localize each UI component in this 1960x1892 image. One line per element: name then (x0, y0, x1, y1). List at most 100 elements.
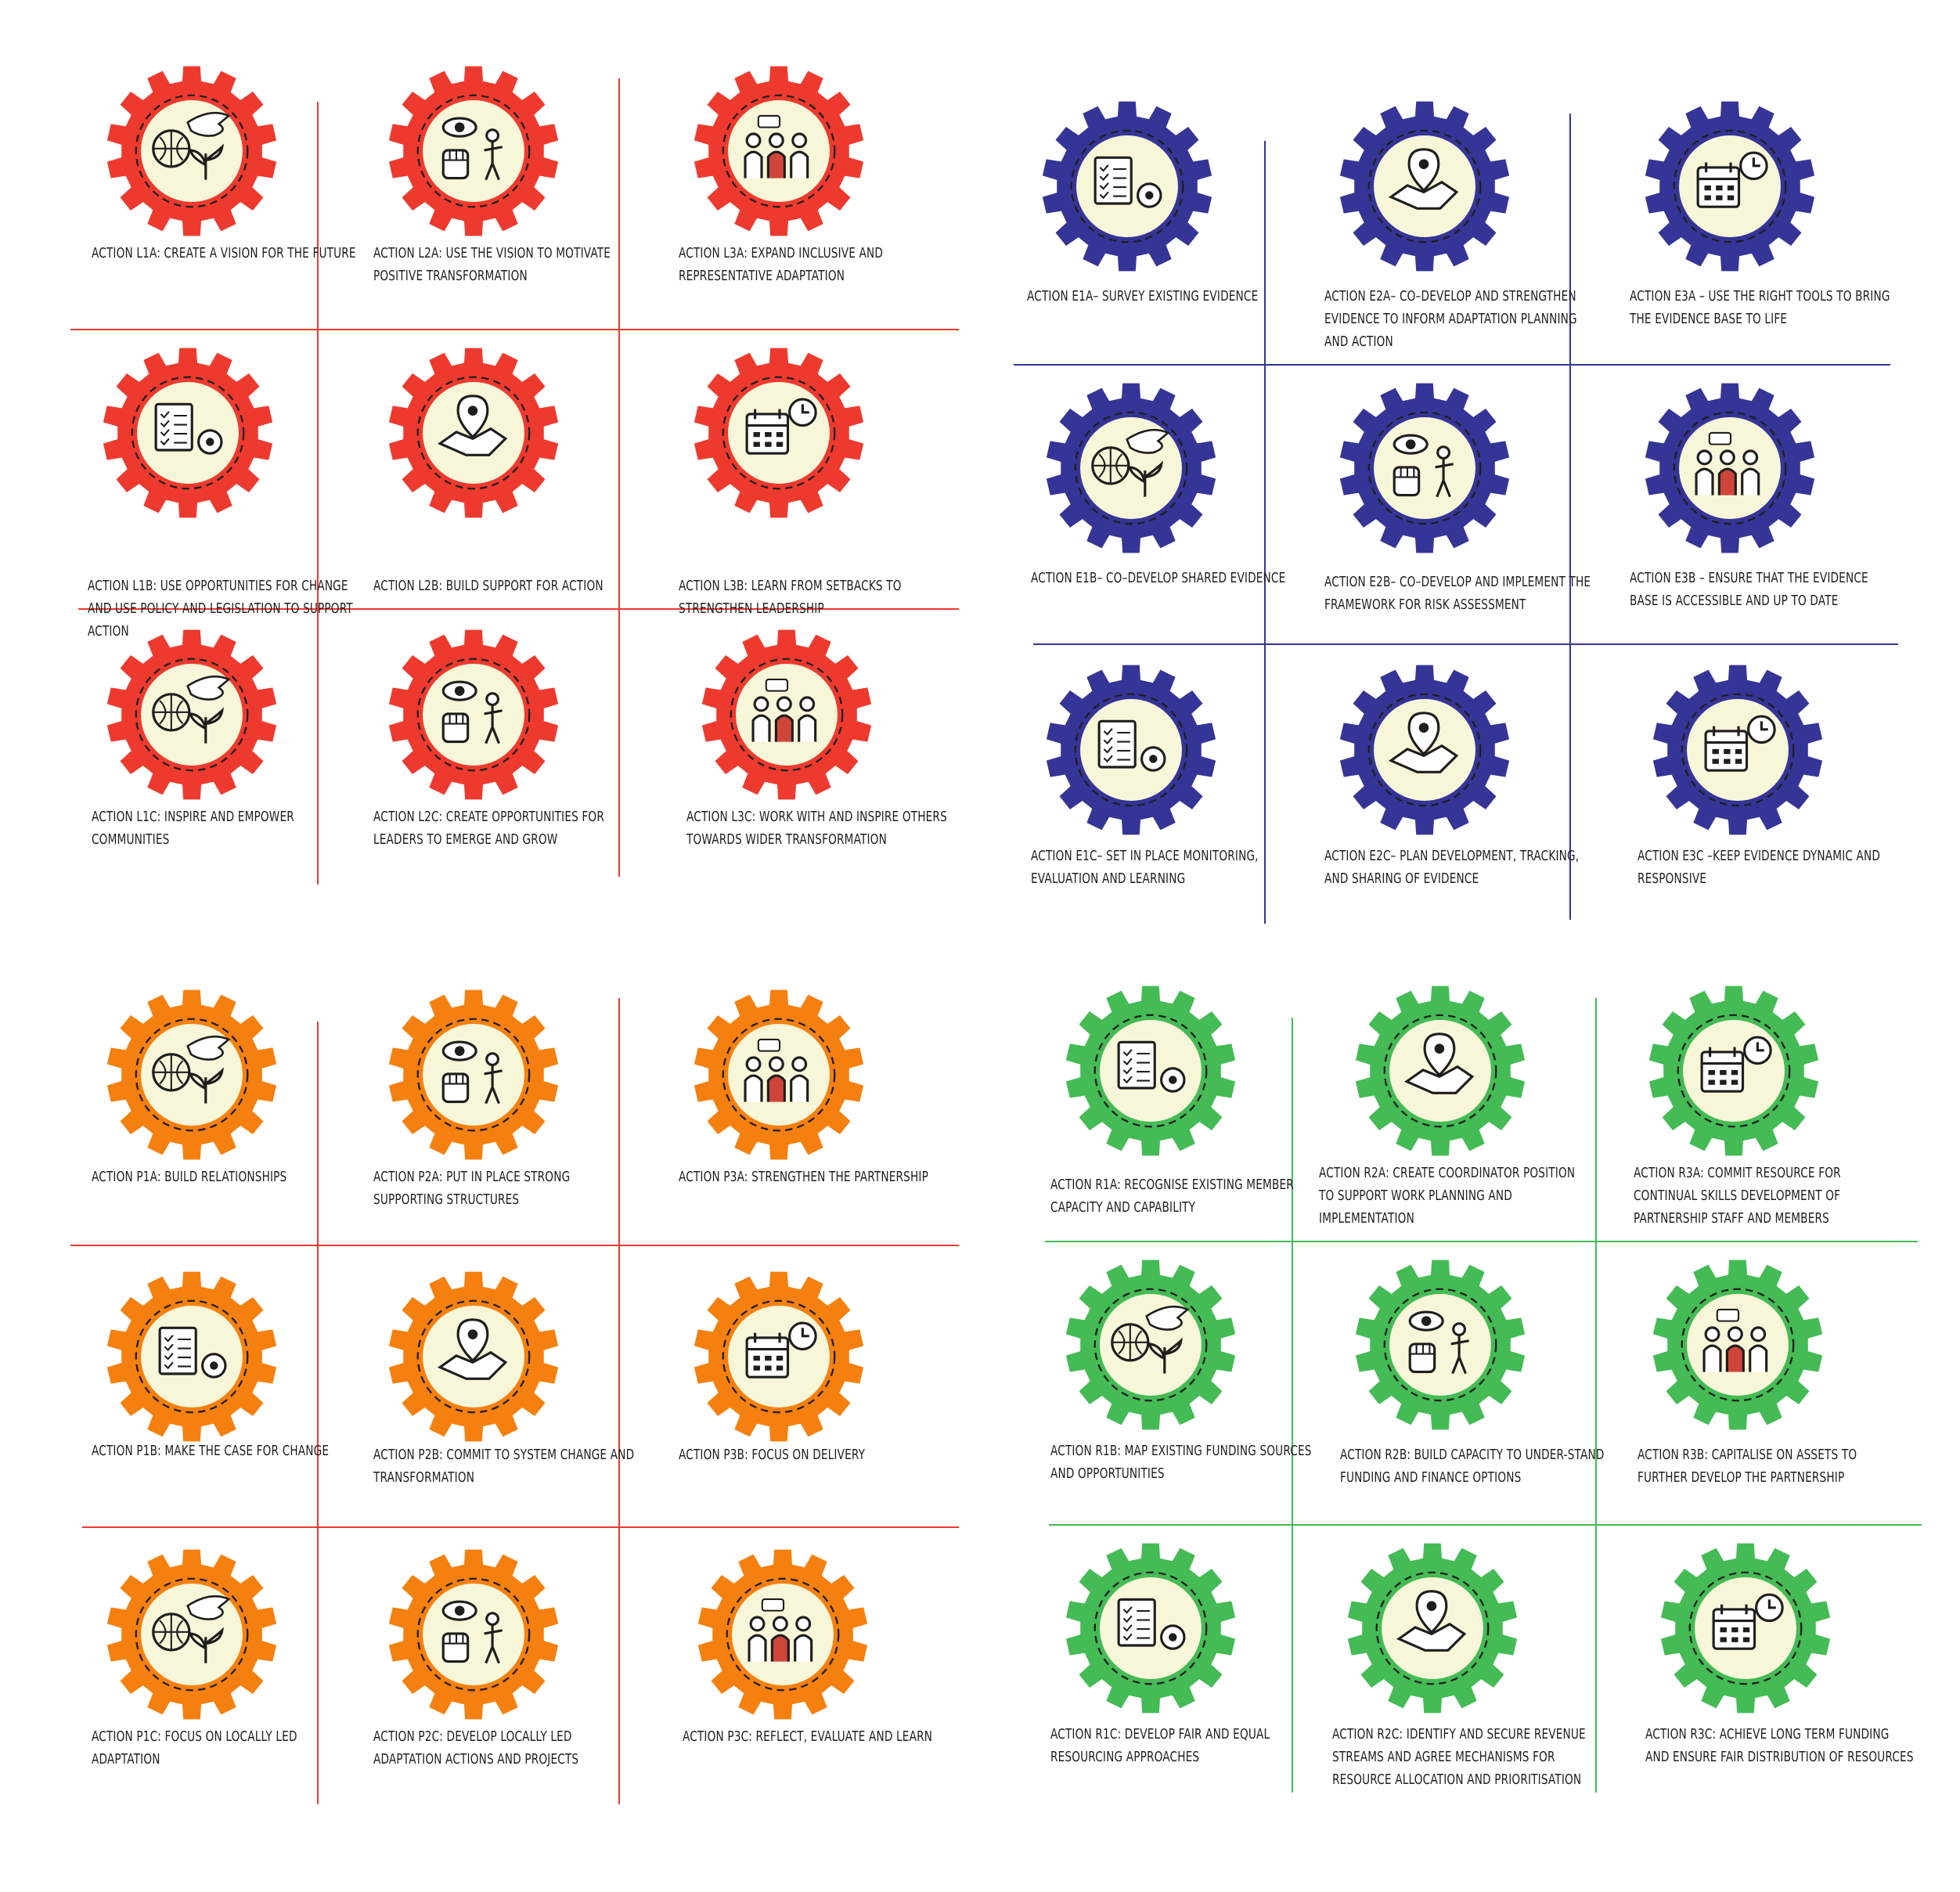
action-cell: Action P1A: Build relationships (74, 982, 372, 1249)
action-cell: Action E2A– Co–develop and strengthen ev… (1307, 94, 1605, 360)
action-cell: Action L3C: Work with and inspire others… (669, 622, 967, 888)
partnership-panel: Action P1A: Build relationships Action P… (70, 982, 982, 1812)
action-cell: Action P2C: Develop locally led adaptati… (356, 1542, 654, 1808)
newspaper-storm-globe-icon (1338, 382, 1511, 554)
gauge-target-screen-icon (693, 1270, 865, 1443)
action-label: Action P2A: Put in place strong supporti… (373, 1169, 571, 1208)
action-cell: Action L1B: Use opportunities for change… (70, 341, 368, 640)
action-cell: Action P1C: Focus on locally led adaptat… (74, 1542, 372, 1808)
handshake-location-target-icon (1045, 382, 1217, 554)
group-network-calendar-icon (701, 629, 873, 801)
action-cell: Action R2C: Identify and secure revenue … (1315, 1536, 1612, 1802)
divider-vertical (317, 102, 319, 885)
divider-horizontal (70, 1245, 959, 1246)
action-label: Action L1C: Inspire and empower communit… (92, 809, 294, 848)
action-label: Action L3C: Work with and inspire others… (686, 809, 947, 848)
action-cell: Action L2C: Create opportunities for lea… (356, 622, 654, 888)
action-label: Action E3C –Keep evidence dynamic and re… (1638, 849, 1881, 887)
action-label: Action R1B: Map existing funding sources… (1050, 1443, 1312, 1482)
action-cell: Action P1B: Make the case for change (74, 1264, 372, 1530)
speaker-fist-crowd-icon (1652, 1259, 1824, 1431)
action-cell: Action P2A: Put in place strong supporti… (356, 982, 654, 1249)
action-label: Action P1C: Focus on locally led adaptat… (92, 1729, 297, 1768)
action-cell: Action R3A: Commit resource for continua… (1616, 978, 1914, 1245)
action-label: Action E2B– Co–develop and implement the… (1324, 575, 1591, 613)
action-label: Action R3C: Achieve long term funding an… (1645, 1727, 1914, 1765)
divider-vertical (1569, 114, 1571, 920)
action-label: Action L2A: Use the vision to motivate p… (373, 246, 611, 284)
action-label: Action L2C: Create opportunities for lea… (373, 809, 604, 848)
meeting-location-handshake-icon (106, 989, 278, 1161)
gauge-meeting-climb-icon (693, 347, 865, 519)
action-label: Action L3A: Expand inclusive and represe… (679, 246, 884, 284)
piggybank-recycle-muscle-icon (1346, 1542, 1519, 1714)
moneybag-mountain-climber-icon (1659, 1542, 1832, 1714)
change-sign-handshake-icon (106, 1270, 278, 1443)
action-cell: Action E2B– Co–develop and implement the… (1307, 376, 1605, 642)
desk-computer-documents-icon (1041, 100, 1213, 272)
ear-people-wheelchair-icon (693, 65, 865, 237)
action-label: Action R1A: Recognise existing member ca… (1050, 1177, 1294, 1216)
action-label: Action R2B: Build capacity to under-stan… (1340, 1447, 1605, 1486)
divider-vertical (618, 998, 620, 1804)
handshake-magnifier-team-icon (387, 989, 560, 1161)
action-cell: Action R3B: Capitalise on assets to furt… (1620, 1252, 1918, 1519)
meeting-eye-location-icon (106, 1548, 278, 1721)
action-cell: Action E1C– Set in place monitoring, eva… (1014, 658, 1311, 924)
leaf-people-gears-icon (1652, 664, 1824, 836)
handshake-moneybag-document-icon (1065, 1259, 1237, 1431)
action-label: Action E2A– Co–develop and strengthen ev… (1324, 289, 1577, 350)
checklist-megaphone-crowd-icon (387, 347, 560, 519)
eye-fist-stairs-icon (387, 65, 560, 237)
action-cell: Action L2B: Build support for action (356, 341, 654, 607)
action-cell: Action R2A: Create coordinator position … (1319, 978, 1620, 1245)
action-label: Action R3A: Commit resource for continua… (1634, 1166, 1841, 1227)
action-cell: Action L3A: Expand inclusive and represe… (661, 59, 959, 325)
divider-vertical (618, 78, 620, 877)
arrows-fist-stairs-icon (693, 989, 865, 1161)
action-label: Action L3B: Learn from setbacks to stren… (679, 578, 902, 617)
action-cell: Action L1A: Create a vision for the futu… (74, 59, 372, 325)
action-cell: Action L2A: Use the vision to motivate p… (356, 59, 654, 325)
action-label: Action P1A: Build relationships (92, 1169, 287, 1185)
action-label: Action P3B: Focus on delivery (679, 1447, 866, 1463)
action-cell: Action R3C: Achieve long term funding an… (1628, 1536, 1926, 1802)
action-label: Action E1C– Set in place monitoring, eva… (1031, 849, 1259, 887)
action-label: Action L1B: Use opportunities for change… (88, 578, 353, 640)
action-label: Action R2A: Create coordinator position … (1319, 1166, 1576, 1227)
dove-globe-plant-icon (106, 65, 278, 237)
divider-vertical (1264, 141, 1266, 924)
teacher-board-graduate-icon (1648, 985, 1820, 1157)
divider-vertical (1595, 998, 1597, 1793)
action-label: Action L2B: Build support for action (373, 578, 603, 594)
moneybag-clock-chart-icon (1045, 664, 1217, 836)
action-cell: Action E2C– Plan development, tracking, … (1307, 658, 1605, 924)
action-cell: Action P3A: Strengthen the partnership (661, 982, 959, 1249)
graduate-chart-team-icon (1354, 1259, 1526, 1431)
action-label: Action P1B: Make the case for change (92, 1443, 330, 1459)
action-cell: Action R1A: Recognise existing member ca… (1033, 978, 1331, 1245)
desk-clock-checklist-icon (1354, 985, 1526, 1157)
shapes-funnel-hand-icon (1338, 664, 1511, 836)
gears-courthouse-handshake-icon (102, 347, 274, 519)
divider-horizontal (82, 1526, 959, 1528)
team-map-magnifier-icon (1065, 1542, 1237, 1714)
resourcing-panel: Action R1A: Recognise existing member ca… (1033, 978, 1941, 1808)
action-cell: Action E3B – Ensure that the evidence ba… (1612, 376, 1910, 642)
action-cell: Action E3C –Keep evidence dynamic and re… (1620, 658, 1918, 924)
action-label: Action P2B: Commit to system change and … (373, 1447, 635, 1486)
action-label: Action E1B– Co–develop shared evidence (1031, 571, 1286, 586)
fist-flag-boulder-icon (387, 629, 560, 801)
handshake-gear-group-icon (387, 1270, 560, 1443)
leadership-panel: Action L1A: Create a vision for the futu… (70, 59, 982, 888)
action-label: Action E2C– Plan development, tracking, … (1324, 849, 1580, 887)
action-label: Action P3C: Reflect, evaluate and learn (683, 1729, 933, 1745)
divider-vertical (317, 1022, 319, 1804)
divider-horizontal (1045, 1241, 1918, 1242)
target-handshake-graduate-icon (697, 1548, 869, 1721)
heart-hands-climbing-icon (106, 629, 278, 801)
divider-horizontal (70, 329, 959, 330)
action-cell: Action L3B: Learn from setbacks to stren… (661, 341, 959, 617)
action-label: Action L1A: Create a vision for the futu… (92, 246, 356, 261)
divider-vertical (1292, 1018, 1293, 1793)
